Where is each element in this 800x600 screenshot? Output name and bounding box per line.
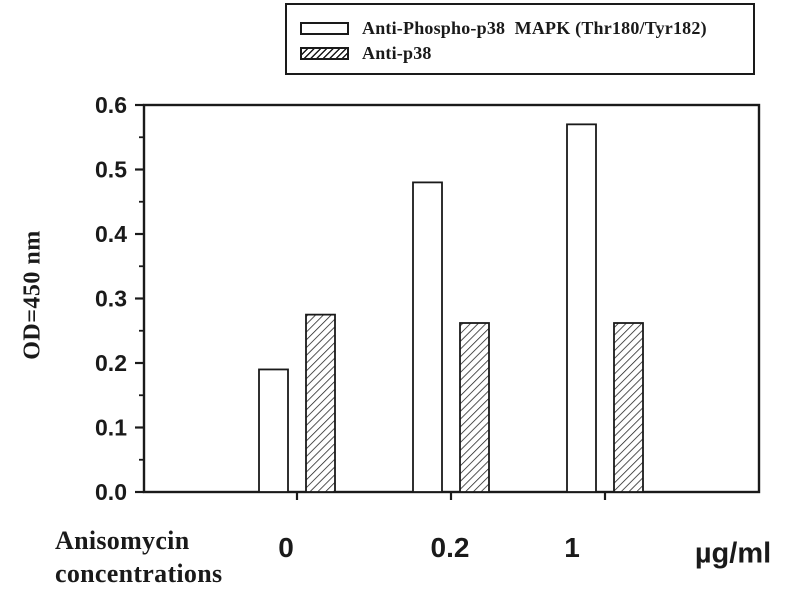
y-tick-label: 0.0 [95,479,127,505]
bar-anti-phospho-p38-0 [258,368,289,493]
bar-anti-p38-0 [305,313,336,493]
x-axis-caption-line2: concentrations [55,559,223,588]
legend-box: Anti-Phospho-p38 MAPK (Thr180/Tyr182) An… [285,3,755,75]
y-tick-label: 0.3 [95,286,127,312]
y-tick-label: 0.5 [95,157,127,183]
legend-label-phospho-p38: Anti-Phospho-p38 MAPK (Thr180/Tyr182) [362,18,707,38]
plot-frame [142,103,761,494]
legend-swatch-white [300,22,349,35]
x-tick-label: 0 [278,532,294,563]
legend-item: Anti-Phospho-p38 MAPK (Thr180/Tyr182) [300,18,753,39]
y-tick-label: 0.2 [95,350,127,376]
bar-anti-phospho-p38-0.2 [412,181,443,493]
x-axis-caption-line1: Anisomycin [55,526,190,555]
x-axis-unit: µg/ml [694,537,772,570]
x-tick-label: 0.2 [431,532,470,563]
legend-item: Anti-p38 [300,43,753,64]
y-tick-label: 0.1 [95,415,127,441]
bar-anti-phospho-p38-1 [566,123,597,493]
y-tick-label: 0.6 [95,92,127,118]
legend-swatch-hatched [300,47,349,60]
x-axis-caption: Anisomycin concentrations [55,524,222,590]
y-axis-title: OD=450 nm [19,230,46,360]
x-tick-label: 1 [564,532,580,563]
legend-label-p38: Anti-p38 [362,43,432,63]
bar-anti-p38-0.2 [459,322,490,493]
bar-anti-p38-1 [613,322,644,493]
y-tick-label: 0.4 [95,221,127,247]
